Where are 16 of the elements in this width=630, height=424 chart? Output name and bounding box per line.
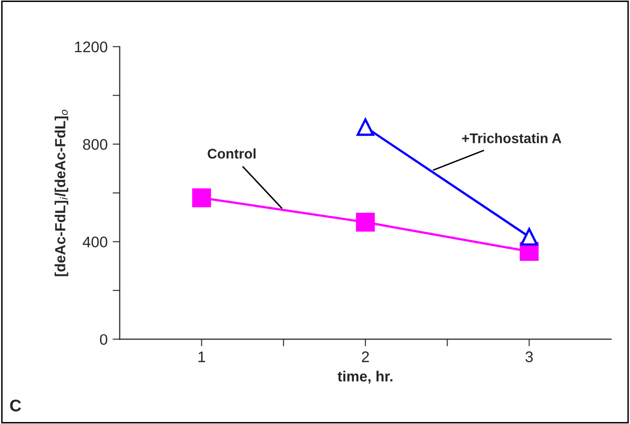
x-tick-label: 3 <box>526 351 533 362</box>
y-tick-label: 800 <box>83 139 108 150</box>
point <box>356 212 375 232</box>
y-tick-label: 400 <box>82 236 108 248</box>
y-tick-label: 1200 <box>75 42 108 52</box>
y-tick-label: 0 <box>100 334 108 345</box>
x-tick-label: 1 <box>198 352 206 362</box>
x-tick-label: 2 <box>362 351 369 362</box>
point <box>192 188 212 208</box>
text: +Trichostatin A <box>462 133 562 144</box>
point <box>520 228 538 246</box>
y-axis-title: [deAc-FdL]$_{i}$/[deAc-FdL]$_{o}$ <box>54 110 68 276</box>
point <box>356 118 374 136</box>
text: Control <box>208 148 256 159</box>
text: C <box>10 400 22 412</box>
x-axis-title: time, hr. <box>338 370 392 384</box>
